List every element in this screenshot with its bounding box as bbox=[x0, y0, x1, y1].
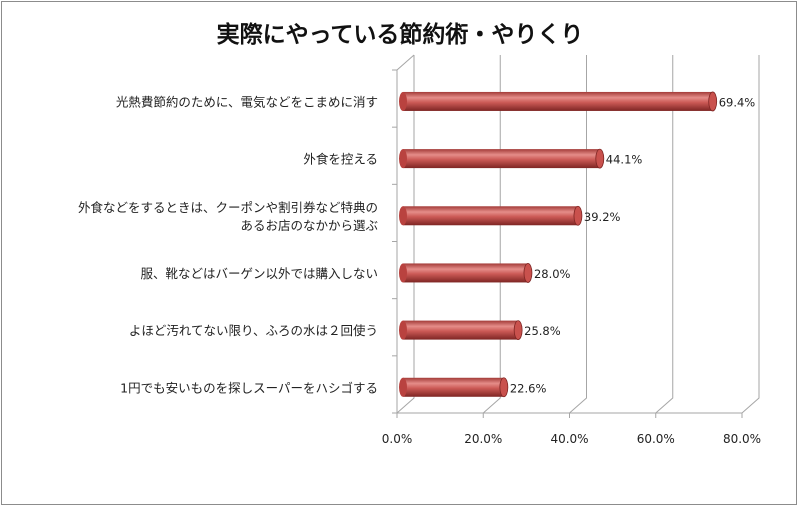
category-label: 1円でも安いものを探しスーパーをハシゴする bbox=[120, 380, 378, 395]
data-label: 22.6% bbox=[510, 381, 547, 395]
x-tick-label: 40.0% bbox=[550, 432, 588, 446]
category-label: 外食を控える bbox=[303, 152, 378, 167]
x-tick-label: 0.0% bbox=[382, 432, 413, 446]
x-tick-label: 60.0% bbox=[637, 432, 675, 446]
bar bbox=[403, 320, 519, 340]
bar-end-cap bbox=[708, 91, 718, 112]
bar-group: 39.2% bbox=[399, 205, 621, 226]
data-label: 69.4% bbox=[719, 95, 756, 109]
bar-group: 44.1% bbox=[399, 148, 643, 169]
gridline bbox=[741, 55, 760, 414]
bar-end-cap bbox=[513, 320, 523, 341]
bar-group: 22.6% bbox=[399, 377, 547, 398]
data-label: 25.8% bbox=[524, 324, 561, 338]
bar-end-cap bbox=[523, 263, 533, 283]
bar-end-cap bbox=[595, 148, 605, 169]
bar-group: 25.8% bbox=[399, 320, 561, 341]
bar bbox=[403, 377, 504, 397]
category-label: 光熱費節約のために、電気などをこまめに消す bbox=[116, 94, 378, 109]
bar-base-cap bbox=[399, 206, 407, 226]
gridline bbox=[482, 55, 501, 414]
gridline bbox=[396, 55, 415, 414]
bar-group: 69.4% bbox=[399, 91, 756, 112]
bar-end-cap bbox=[573, 205, 583, 226]
data-label: 44.1% bbox=[606, 153, 643, 167]
data-label: 28.0% bbox=[534, 267, 571, 281]
bar-end-cap bbox=[499, 377, 509, 398]
gridline bbox=[655, 55, 674, 414]
chart-title: 実際にやっている節約術・やりくり bbox=[217, 21, 584, 48]
bar bbox=[403, 91, 713, 111]
category-label: よほど汚れてない限り、ふろの水は２回使う bbox=[129, 323, 378, 338]
category-label: 外食などをするときは、クーポンや割引券など特典の bbox=[78, 200, 378, 215]
x-tick-label: 80.0% bbox=[723, 432, 761, 446]
bar-base-cap bbox=[399, 149, 407, 169]
gridline bbox=[569, 55, 587, 414]
bar bbox=[403, 206, 578, 226]
bar-base-cap bbox=[399, 377, 407, 397]
bar bbox=[403, 263, 528, 283]
bar-base-cap bbox=[399, 91, 407, 111]
bar-base-cap bbox=[399, 263, 407, 283]
data-label: 39.2% bbox=[584, 210, 621, 224]
category-label: あるお店のなかから選ぶ bbox=[240, 218, 378, 233]
bar-base-cap bbox=[399, 320, 407, 340]
x-tick-label: 20.0% bbox=[464, 432, 502, 446]
bar-group: 28.0% bbox=[399, 263, 571, 283]
bar bbox=[403, 149, 600, 169]
category-label: 服、靴などはバーゲン以外では購入しない bbox=[140, 266, 378, 281]
